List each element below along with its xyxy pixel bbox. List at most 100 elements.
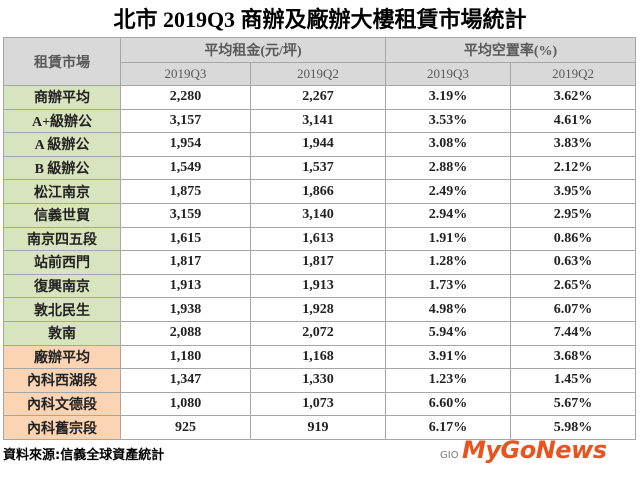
cell: 2,072	[250, 320, 386, 346]
cell: 1,080	[120, 391, 251, 417]
cell: 3.91%	[385, 344, 511, 370]
row-header: 敦南	[3, 320, 121, 346]
table-row: 南京四五段 1,615 1,613 1.91% 0.86%	[3, 226, 637, 252]
cell: 1,330	[250, 368, 386, 393]
table-row: 敦南 2,088 2,072 5.94% 7.44%	[3, 320, 637, 346]
row-header: B 級辦公	[3, 155, 121, 181]
cell: 1,938	[120, 297, 251, 322]
cell: 1.73%	[385, 273, 511, 299]
row-header: 松江南京	[3, 179, 121, 204]
cell: 1.28%	[385, 250, 511, 275]
cell: 6.17%	[385, 415, 511, 440]
cell: 4.61%	[509, 108, 637, 134]
cell: 919	[250, 415, 386, 440]
table-row: 敦北民生 1,938 1,928 4.98% 6.07%	[3, 297, 637, 322]
cell: 2,280	[120, 85, 251, 110]
cell: 0.63%	[509, 250, 637, 275]
cell: 1,613	[250, 226, 386, 252]
table-body: 商辦平均 2,280 2,267 3.19% 3.62% A+級辦公 3,157 3,141 3…	[3, 85, 637, 440]
logo-mark: GIO	[440, 450, 459, 461]
table-row: 信義世貿 3,159 3,140 2.94% 2.95%	[3, 202, 637, 228]
cell: 1.23%	[385, 368, 511, 393]
table-row: B 級辦公 1,549 1,537 2.88% 2.12%	[3, 155, 637, 181]
row-header: 商辦平均	[3, 85, 121, 110]
group-header: 平均租金(元/坪)	[120, 37, 386, 63]
cell: 925	[120, 415, 251, 440]
cell: 1,944	[250, 132, 386, 157]
cell: 3.83%	[509, 132, 637, 157]
cell: 2.12%	[509, 155, 637, 181]
row-header: A+級辦公	[3, 108, 121, 134]
cell: 1.45%	[509, 368, 637, 393]
title: 北市 2019Q3 商辦及廠辦大樓租賃市場統計	[113, 7, 527, 32]
cell: 1,913	[250, 273, 386, 299]
cell: 1.91%	[385, 226, 511, 252]
row-header: 復興南京	[3, 273, 121, 299]
period-header: 2019Q2	[509, 62, 637, 86]
cell: 6.60%	[385, 391, 511, 417]
cell: 3.62%	[509, 85, 637, 110]
cell: 7.44%	[509, 320, 637, 346]
cell: 1,866	[250, 179, 386, 204]
table-row: 廠辦平均 1,180 1,168 3.91% 3.68%	[3, 344, 637, 370]
rent-table: 租賃市場 平均租金(元/坪) 平均空置率(%) 2019Q3 2019Q2 20…	[3, 37, 637, 440]
period-header: 2019Q3	[385, 62, 511, 86]
cell: 3.08%	[385, 132, 511, 157]
header-row: 租賃市場 平均租金(元/坪) 平均空置率(%)	[3, 37, 637, 86]
cell: 1,875	[120, 179, 251, 204]
source-note: 資料來源:信義全球資產統計	[3, 448, 165, 463]
cell: 1,180	[120, 344, 251, 370]
cell: 2.65%	[509, 273, 637, 299]
period-row: 2019Q3 2019Q2 2019Q3 2019Q2	[4, 62, 637, 86]
cell: 2,267	[250, 85, 386, 110]
cell: 2.94%	[385, 202, 511, 228]
cell: 1,954	[120, 132, 251, 157]
cell: 3.68%	[509, 344, 637, 370]
cell: 1,073	[250, 391, 386, 417]
table-row: 站前西門 1,817 1,817 1.28% 0.63%	[3, 250, 637, 275]
table-row: A+級辦公 3,157 3,141 3.53% 4.61%	[3, 108, 637, 134]
row-header: 敦北民生	[3, 297, 121, 322]
row-header: 內科西湖段	[3, 368, 121, 393]
cell: 1,817	[120, 250, 251, 275]
row-header: 信義世貿	[3, 202, 121, 228]
row-header: 站前西門	[3, 250, 121, 275]
table-row: 內科舊宗段 925 919 6.17% 5.98%	[3, 415, 637, 440]
cell: 1,615	[120, 226, 251, 252]
group-header: 平均空置率(%)	[384, 37, 637, 63]
cell: 3,140	[250, 202, 386, 228]
cell: 6.07%	[509, 297, 637, 322]
cell: 3,159	[120, 202, 251, 228]
period-header: 2019Q3	[120, 62, 251, 86]
table-row: 內科文德段 1,080 1,073 6.60% 5.67%	[3, 391, 637, 417]
cell: 3.95%	[509, 179, 637, 204]
row-header: 內科文德段	[3, 391, 121, 417]
period-header: 2019Q2	[250, 62, 386, 86]
cell: 1,928	[250, 297, 386, 322]
row-header: 廠辦平均	[3, 344, 121, 370]
cell: 3.53%	[385, 108, 511, 134]
row-header: A 級辦公	[3, 132, 121, 157]
corner-header: 租賃市場	[3, 37, 121, 86]
row-header: 南京四五段	[3, 226, 121, 252]
cell: 5.98%	[509, 415, 637, 440]
cell: 3,141	[250, 108, 386, 134]
cell: 1,347	[120, 368, 251, 393]
cell: 1,537	[250, 155, 386, 181]
cell: 5.67%	[509, 391, 637, 417]
table-row: 商辦平均 2,280 2,267 3.19% 3.62%	[3, 85, 637, 110]
cell: 1,168	[250, 344, 386, 370]
cell: 2.88%	[385, 155, 511, 181]
cell: 1,817	[250, 250, 386, 275]
table-row: 內科西湖段 1,347 1,330 1.23% 1.45%	[3, 368, 637, 393]
table-head: 租賃市場 平均租金(元/坪) 平均空置率(%) 2019Q3 2019Q2 20…	[3, 37, 637, 86]
cell: 2.49%	[385, 179, 511, 204]
cell: 5.94%	[385, 320, 511, 346]
cell: 2,088	[120, 320, 251, 346]
cell: 3.19%	[385, 85, 511, 110]
table-row: 松江南京 1,875 1,866 2.49% 3.95%	[3, 179, 637, 204]
row-header: 內科舊宗段	[3, 415, 121, 440]
cell: 2.95%	[509, 202, 637, 228]
table-row: 復興南京 1,913 1,913 1.73% 2.65%	[3, 273, 637, 299]
